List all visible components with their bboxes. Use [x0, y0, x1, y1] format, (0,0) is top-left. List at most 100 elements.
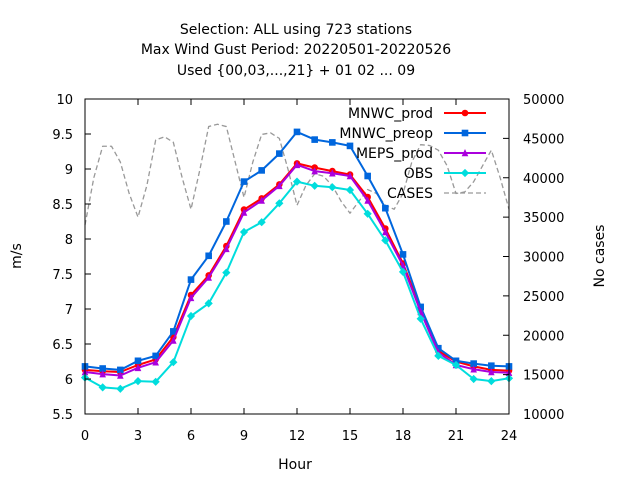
series-point-obs	[257, 218, 266, 227]
series-point-mnwc-preop	[382, 204, 389, 212]
series-point-obs	[398, 267, 408, 276]
series-point-mnwc-preop	[205, 252, 212, 260]
cases-layer	[84, 123, 510, 226]
legend-marker-meps-prod	[461, 149, 469, 157]
y-axis-label: m/s	[9, 243, 25, 269]
x-tick-label: 0	[81, 429, 89, 444]
series-point-mnwc-preop	[488, 362, 495, 369]
series-point-mnwc-preop	[346, 142, 354, 150]
series-point-obs	[328, 183, 337, 192]
series-point-meps-prod	[488, 368, 495, 376]
y-tick-label: 8.5	[52, 198, 73, 213]
series-point-mnwc-preop	[134, 357, 142, 365]
series-point-obs	[345, 185, 355, 195]
x-tick-label: 9	[240, 429, 248, 444]
legend-label-mnwc-preop: MNWC_preop	[339, 126, 433, 142]
series-point-obs	[98, 383, 107, 392]
series-point-meps-prod	[346, 172, 354, 180]
series-point-obs	[133, 377, 143, 386]
chart-title-line-2: Max Wind Gust Period: 20220501-20220526	[141, 42, 451, 58]
series-point-mnwc-preop	[223, 218, 230, 225]
x-tick-label: 6	[187, 429, 195, 444]
y2-tick-label: 20000	[523, 329, 564, 344]
series-point-mnwc-preop	[152, 352, 159, 360]
y-tick-label: 6.5	[52, 338, 73, 353]
series-point-obs	[381, 236, 390, 245]
y-tick-label: 7.5	[52, 268, 73, 283]
series-point-mnwc-preop	[435, 344, 442, 352]
series-point-mnwc-preop	[258, 167, 265, 174]
series-point-meps-prod	[293, 160, 301, 169]
y2-tick-label: 50000	[523, 93, 564, 108]
y2-tick-label: 25000	[523, 290, 564, 305]
legend-marker-obs	[460, 168, 470, 178]
chart-title-line-3: Used {00,03,...,21} + 01 02 ... 09	[177, 63, 415, 79]
legend-marker-mnwc-preop	[461, 129, 469, 137]
series-point-meps-prod	[117, 371, 124, 379]
x-tick-label: 3	[134, 429, 142, 444]
legend-label-meps-prod: MEPS_prod	[356, 146, 433, 162]
series-point-mnwc-preop	[329, 139, 336, 146]
legend-marker-mnwc-prod	[461, 109, 469, 117]
series-layer	[80, 128, 514, 393]
y2-tick-label: 45000	[523, 132, 564, 147]
series-point-meps-prod	[311, 167, 318, 175]
x-tick-label: 18	[395, 429, 412, 444]
series-point-obs	[434, 351, 443, 360]
series-point-obs	[416, 314, 425, 323]
series-point-mnwc-preop	[240, 178, 248, 185]
series-point-mnwc-preop	[452, 357, 460, 365]
y-tick-label: 8	[65, 233, 73, 248]
series-point-obs	[222, 268, 231, 277]
series-point-meps-prod	[329, 169, 336, 177]
series-point-obs	[151, 377, 160, 386]
x-tick-label: 21	[448, 429, 465, 444]
series-point-mnwc-preop	[311, 136, 318, 143]
series-point-meps-prod	[240, 208, 248, 216]
series-point-mnwc-preop	[417, 303, 424, 311]
legend-label-obs: OBS	[404, 166, 433, 182]
series-point-meps-prod	[134, 363, 142, 372]
series-point-meps-prod	[187, 293, 195, 302]
series-point-mnwc-preop	[470, 360, 477, 367]
plot-frame	[84, 98, 510, 415]
x-axis-label: Hour	[278, 457, 312, 473]
series-point-mnwc-preop	[170, 328, 177, 335]
series-point-meps-prod	[276, 181, 283, 190]
series-point-obs	[204, 299, 213, 308]
series-point-obs	[275, 199, 284, 208]
y-tick-label: 9.5	[52, 128, 73, 143]
y2-tick-label: 40000	[523, 172, 564, 187]
series-point-obs	[363, 209, 372, 218]
series-point-meps-prod	[364, 196, 371, 204]
legend-label-mnwc-prod: MNWC_prod	[348, 106, 433, 122]
series-point-obs	[469, 374, 478, 384]
y-tick-label: 6	[65, 373, 73, 388]
y2-tick-label: 30000	[523, 251, 564, 266]
series-point-mnwc-preop	[364, 172, 371, 180]
series-point-meps-prod	[258, 196, 265, 204]
x-tick-label: 15	[342, 429, 359, 444]
series-point-mnwc-preop	[117, 366, 124, 374]
series-point-obs	[310, 181, 319, 190]
series-point-mnwc-preop	[99, 365, 106, 372]
series-point-obs	[186, 311, 196, 321]
x-tick-label: 12	[289, 429, 306, 444]
series-point-obs	[239, 227, 249, 237]
y-tick-label: 7	[65, 303, 73, 318]
series-point-obs	[116, 384, 125, 393]
series-point-meps-prod	[99, 370, 106, 378]
series-point-meps-prod	[470, 365, 477, 373]
series-line-cases	[84, 123, 510, 226]
series-point-meps-prod	[170, 336, 177, 344]
series-point-obs	[451, 360, 461, 370]
chart-title-line-1: Selection: ALL using 723 stations	[180, 22, 412, 38]
y2-tick-label: 10000	[523, 408, 564, 423]
y2-axis-label: No cases	[592, 225, 608, 288]
y-tick-label: 9	[65, 163, 73, 178]
y-tick-label: 5.5	[52, 408, 73, 423]
y2-tick-label: 35000	[523, 211, 564, 226]
series-point-meps-prod	[382, 228, 389, 236]
